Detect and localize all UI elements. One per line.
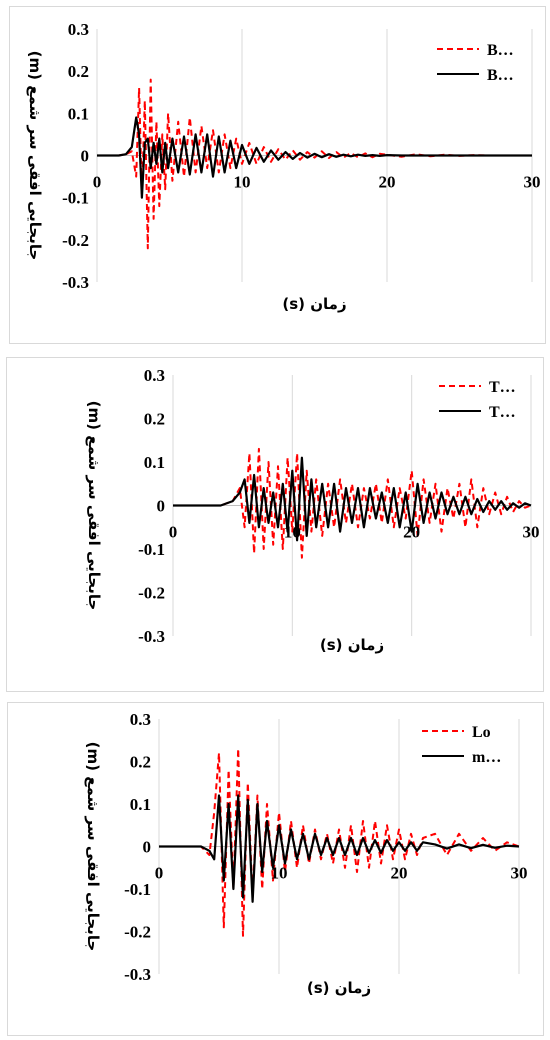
x-tick-label: 10 xyxy=(234,173,251,192)
y-tick-label: 0.2 xyxy=(68,62,89,81)
legend: B… B… xyxy=(437,42,514,84)
y-tick-label: 0.3 xyxy=(144,366,165,385)
x-tick-label: 20 xyxy=(391,864,408,883)
x-tick-label: 10 xyxy=(284,523,301,542)
y-axis-label: جابجایی افقی سر شمع (m) xyxy=(84,742,102,952)
legend-label-1: T… xyxy=(489,379,516,396)
y-tick-label: -0.2 xyxy=(124,923,151,942)
y-tick-label: 0.2 xyxy=(144,410,165,429)
y-tick-label: 0 xyxy=(157,497,166,516)
y-tick-label: 0.2 xyxy=(130,753,151,772)
x-tick-label: 0 xyxy=(155,864,164,883)
y-tick-label: -0.2 xyxy=(138,584,165,603)
x-tick-label: 20 xyxy=(379,173,396,192)
y-tick-label: 0.1 xyxy=(68,104,89,123)
y-tick-label: 0.3 xyxy=(68,20,89,39)
legend-label-2: B… xyxy=(487,67,514,84)
y-axis-label: جابجایی افقی سر شمع (m) xyxy=(26,51,44,261)
x-tick-label: 30 xyxy=(511,864,528,883)
y-tick-label: -0.1 xyxy=(62,189,89,208)
y-tick-label: -0.2 xyxy=(62,231,89,250)
y-tick-label: -0.1 xyxy=(124,880,151,899)
legend-label-2: T… xyxy=(489,404,516,421)
y-axis-label: جابجایی افقی سر شمع (m) xyxy=(85,401,103,611)
chart-panel-1: 0.3 0.2 0.1 0 -0.1 -0.2 -0.3 0 10 20 30 زمان (s) جاب… xyxy=(9,6,546,344)
legend-label-1: B… xyxy=(487,42,514,59)
x-tick-label: 0 xyxy=(169,523,178,542)
legend-label-1: Lo m… xyxy=(472,724,501,766)
x-axis-label: زمان (s) xyxy=(282,295,346,313)
legend: T… T… xyxy=(439,379,516,421)
series-line-1 xyxy=(159,749,519,936)
y-tick-label: 0.1 xyxy=(144,453,165,472)
series-line-2 xyxy=(159,796,519,902)
y-tick-label: 0.1 xyxy=(130,795,151,814)
x-axis-label: زمان (s) xyxy=(320,636,384,654)
x-tick-label: 20 xyxy=(403,523,420,542)
chart-panel-3: 0.3 0.2 0.1 0 -0.1 -0.2 -0.3 0 10 20 30 زمان (s) جاب… xyxy=(7,702,544,1036)
x-tick-label: 10 xyxy=(271,864,288,883)
y-tick-label: 0 xyxy=(81,147,90,166)
chart-panel-2: 0.3 0.2 0.1 0 -0.1 -0.2 -0.3 0 10 20 30 زمان (s) جاب… xyxy=(6,357,544,692)
y-tick-label: -0.3 xyxy=(124,965,151,984)
y-tick-label: 0 xyxy=(143,838,152,857)
y-tick-label: 0.3 xyxy=(130,710,151,729)
y-tick-label: -0.1 xyxy=(138,540,165,559)
x-axis-label: زمان (s) xyxy=(307,979,371,997)
y-tick-label: -0.3 xyxy=(138,627,165,646)
x-tick-label: 0 xyxy=(93,173,102,192)
legend: Lo m… xyxy=(422,724,501,766)
x-tick-label: 30 xyxy=(523,523,540,542)
x-tick-label: 30 xyxy=(524,173,541,192)
y-tick-label: -0.3 xyxy=(62,273,89,292)
